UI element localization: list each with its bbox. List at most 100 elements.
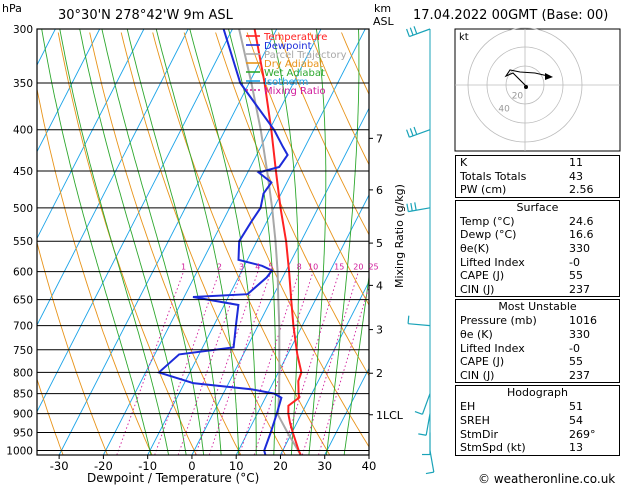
km-tick-label: 6	[376, 184, 383, 197]
pressure-tick-label: 450	[13, 166, 33, 178]
dry-adiabat-line	[278, 32, 369, 236]
pressure-tick-label: 600	[13, 267, 33, 279]
asl-unit-label: ASL	[373, 15, 394, 28]
wind-barb-staff	[421, 393, 431, 415]
legend-label: Isotherm	[264, 77, 308, 88]
wet-adiabat-line	[189, 29, 257, 455]
pressure-tick-label: 850	[13, 389, 33, 401]
wind-barb-feather	[414, 202, 417, 211]
isotherm-line	[37, 29, 189, 326]
wind-barb-feather	[418, 433, 427, 436]
wind-barb	[414, 393, 431, 415]
index-label: SREH	[460, 413, 490, 427]
wind-barb-feather	[413, 26, 418, 35]
index-value: 51	[569, 400, 583, 414]
index-value: 1016	[569, 314, 597, 328]
isotherm-line	[58, 29, 278, 455]
wet-adiabat-line	[308, 29, 327, 455]
dry-adiabat-line	[37, 240, 108, 455]
legend-label: Dewpoint	[264, 41, 312, 52]
wind-barb	[425, 450, 435, 475]
legend-label: Wet Adiabat	[264, 68, 325, 79]
dry-adiabat-line	[120, 32, 286, 455]
index-value: 269°	[569, 427, 596, 441]
temp-tick-label: 40	[362, 459, 377, 473]
mixing-ratio-label: 25	[368, 263, 378, 272]
mixing-ratio-line	[154, 271, 220, 455]
wind-barb-feather	[413, 126, 418, 135]
temp-tick-label: 10	[229, 459, 244, 473]
temp-tick-label: 30	[317, 459, 332, 473]
dry-adiabat-line	[57, 32, 197, 455]
index-label: EH	[460, 400, 476, 414]
wind-barb	[407, 315, 431, 327]
hodograph-unit-label: kt	[459, 32, 469, 43]
wind-barb-feather	[425, 471, 434, 475]
isotherm-line	[147, 29, 366, 455]
dry-adiabat-line	[37, 377, 64, 455]
index-label: CIN (J)	[460, 368, 495, 382]
index-value: 11	[569, 156, 583, 169]
isotherm-line	[280, 280, 369, 455]
isotherm-line	[37, 29, 233, 413]
x-axis-title: Dewpoint / Temperature (°C)	[87, 471, 260, 485]
mixing-ratio-line	[253, 271, 314, 455]
surface-row: Dewp (°C) 16.6	[456, 228, 619, 242]
mu-row: Lifted Index -0	[456, 342, 619, 356]
index-label: θe(K)	[460, 241, 490, 255]
index-label: StmDir	[460, 427, 499, 441]
wet-adiabat-line	[59, 29, 170, 455]
index-label: Lifted Index	[460, 341, 525, 355]
mu-row: CIN (J) 237	[456, 369, 619, 383]
hodograph-ring-label: 20	[512, 91, 524, 101]
mixing-ratio-label: 1	[181, 263, 186, 272]
mixing-ratio-label: 2	[217, 263, 222, 272]
mu-row: Pressure (mb) 1016	[456, 314, 619, 328]
indices-top-box: K 11 Totals Totals 43 PW (cm) 2.56	[455, 155, 620, 198]
temp-tick-label: 0	[188, 459, 195, 473]
wind-barb	[406, 26, 431, 38]
temp-tick-label: 20	[273, 459, 288, 473]
index-value: 54	[569, 413, 583, 427]
index-value: 330	[569, 327, 590, 341]
pressure-tick-label: 950	[13, 428, 33, 440]
index-value: 24.6	[569, 214, 594, 228]
wet-adiabat-line	[343, 273, 369, 455]
index-label: Lifted Index	[460, 255, 525, 269]
mu-row: θe (K) 330	[456, 328, 619, 342]
km-tick-label: 2	[376, 367, 383, 380]
index-value: -0	[569, 341, 580, 355]
hodograph-frame	[454, 28, 621, 152]
mixing-ratio-axis-title: Mixing Ratio (g/kg)	[393, 184, 406, 288]
hodograph-storm-point	[524, 85, 528, 89]
mixing-ratio-label: 20	[353, 263, 363, 272]
dry-adiabat-line	[309, 32, 369, 166]
mixing-ratio-line	[177, 271, 242, 455]
most-unstable-title: Most Unstable	[498, 300, 577, 314]
mixing-ratio-label: 5	[268, 263, 273, 272]
index-value: 237	[569, 368, 590, 382]
wind-barb-feather	[410, 202, 413, 212]
wind-barb-staff	[408, 323, 431, 327]
surface-row: CAPE (J) 55	[456, 269, 619, 283]
surface-box: Surface Temp (°C) 24.6 Dewp (°C) 16.6 θe(K…	[455, 199, 620, 298]
wet-adiabat-line	[126, 29, 222, 455]
pressure-tick-label: 1000	[6, 445, 33, 457]
wet-adiabat-line	[271, 29, 299, 455]
index-value: 55	[569, 355, 583, 369]
index-label: StmSpd (kt)	[460, 441, 526, 455]
hodograph-stats-box: Hodograph EH 51 SREH 54 StmDir 269° StmSpd …	[455, 385, 620, 456]
isotherm-line	[37, 29, 145, 240]
temp-tick-label: -20	[94, 459, 113, 473]
hodograph-stats-title: Hodograph	[507, 386, 568, 400]
temp-tick-label: -10	[138, 459, 157, 473]
mixing-ratio-line	[116, 271, 184, 455]
pressure-tick-label: 800	[13, 367, 33, 379]
wet-adiabat-line	[101, 29, 205, 455]
pressure-tick-label: 350	[13, 78, 33, 90]
wet-adiabat-line	[155, 29, 240, 455]
index-label: CAPE (J)	[460, 269, 505, 283]
index-row-pw: PW (cm) 2.56	[456, 183, 619, 197]
